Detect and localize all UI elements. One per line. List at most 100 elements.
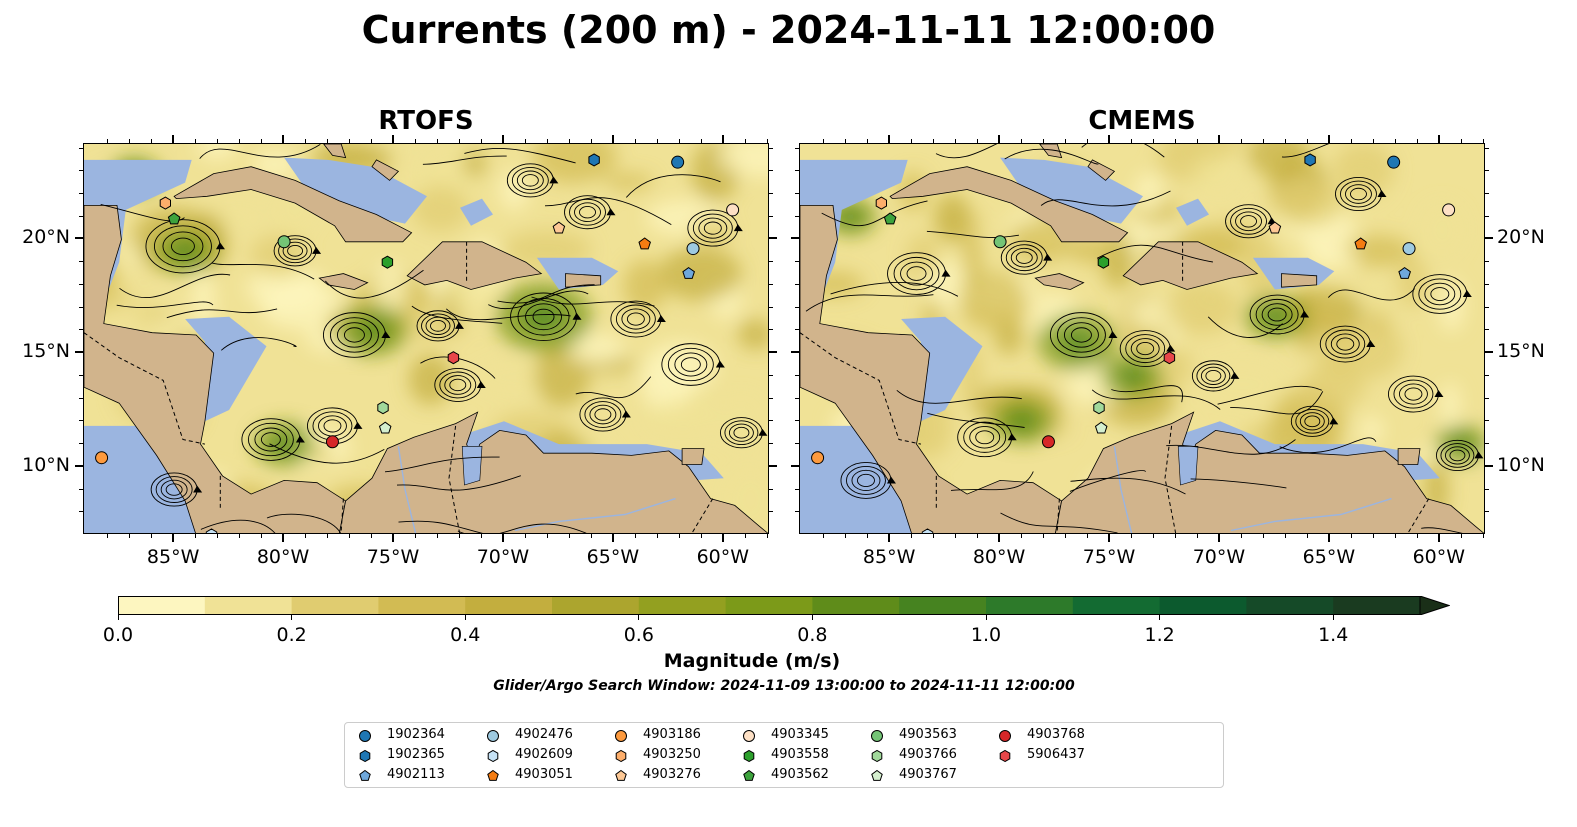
minor-tickmark	[795, 443, 799, 445]
lon-tickmark-top	[392, 135, 395, 143]
minor-tickmark	[700, 139, 702, 143]
lon-tick-label: 80°W	[972, 546, 1026, 568]
lat-tick-label-right: 10°N	[1497, 453, 1545, 476]
minor-tickmark	[769, 261, 773, 263]
legend-marker-icon	[871, 730, 883, 742]
colorbar-label: Magnitude (m/s)	[663, 650, 841, 672]
float-marker	[993, 235, 1007, 249]
minor-tickmark	[1043, 139, 1045, 143]
float-marker	[671, 155, 685, 169]
lon-tickmark-top	[282, 135, 285, 143]
minor-tickmark	[1372, 139, 1374, 143]
legend-marker-shape	[359, 730, 371, 742]
colorbar-segment	[725, 596, 813, 615]
colorbar-segment	[899, 596, 987, 615]
minor-tickmark	[1262, 534, 1264, 538]
legend-marker-shape	[743, 769, 755, 781]
minor-tickmark	[458, 534, 460, 538]
float-marker	[1398, 266, 1411, 279]
minor-tickmark	[1043, 534, 1045, 538]
lon-tickmark-bottom	[888, 534, 891, 542]
minor-tickmark	[79, 147, 83, 149]
colorbar-segment	[378, 596, 466, 615]
colorbar-tick-label: 0.6	[623, 624, 654, 646]
colorbar-tickmark	[985, 615, 987, 620]
panel-title-rtofs: RTOFS	[378, 106, 474, 136]
minor-tickmark	[480, 534, 482, 538]
minor-tickmark	[1196, 139, 1198, 143]
minor-tickmark	[436, 139, 438, 143]
lon-tick-label: 85°W	[862, 546, 916, 568]
map-canvas	[84, 144, 768, 533]
float-marker	[277, 235, 291, 249]
legend-marker-icon	[999, 730, 1011, 742]
minor-tickmark	[79, 443, 83, 445]
minor-tickmark	[1460, 534, 1462, 538]
lat-tick-label-right: 15°N	[1497, 340, 1545, 363]
minor-tickmark	[766, 534, 768, 538]
minor-tickmark	[700, 534, 702, 538]
legend-marker-icon	[359, 749, 371, 763]
minor-tickmark	[1485, 283, 1489, 285]
minor-tickmark	[823, 139, 825, 143]
minor-tickmark	[217, 534, 219, 538]
minor-tickmark	[546, 139, 548, 143]
colorbar-segment	[1159, 596, 1247, 615]
lon-tickmark-bottom	[1217, 534, 1220, 542]
lon-tickmark-bottom	[1437, 534, 1440, 542]
minor-tickmark	[195, 139, 197, 143]
legend-marker-shape	[615, 769, 627, 781]
minor-tickmark	[1240, 534, 1242, 538]
minor-tickmark	[769, 193, 773, 194]
panel-title-cmems: CMEMS	[1088, 106, 1196, 136]
float-marker	[159, 196, 171, 210]
lat-tickmark-left	[75, 351, 83, 354]
minor-tickmark	[568, 534, 570, 538]
minor-tickmark	[1394, 534, 1396, 538]
legend-marker-icon	[743, 769, 755, 781]
figure-title: Currents (200 m) - 2024-11-11 12:00:00	[361, 8, 1216, 52]
float-marker	[447, 351, 460, 365]
minor-tickmark	[151, 139, 153, 143]
minor-tickmark	[933, 139, 935, 143]
lon-tickmark-top	[172, 135, 175, 143]
minor-tickmark	[656, 534, 658, 538]
legend-marker-shape	[487, 730, 499, 742]
minor-tickmark	[415, 534, 416, 538]
minor-tickmark	[371, 534, 373, 538]
minor-tickmark	[261, 534, 263, 538]
minor-tickmark	[349, 139, 351, 143]
minor-tickmark	[845, 534, 847, 538]
minor-tickmark	[867, 534, 869, 538]
legend-marker-shape	[871, 769, 883, 781]
lon-tickmark-top	[501, 135, 504, 143]
minor-tickmark	[305, 139, 307, 143]
colorbar-segment	[465, 596, 553, 615]
minor-tickmark	[568, 139, 570, 143]
minor-tickmark	[129, 534, 131, 538]
minor-tickmark	[795, 283, 799, 285]
lon-tickmark-bottom	[1108, 534, 1111, 542]
minor-tickmark	[1240, 139, 1242, 143]
minor-tickmark	[1485, 147, 1489, 149]
float-marker	[1094, 421, 1108, 434]
minor-tickmark	[769, 488, 773, 490]
float-marker	[638, 237, 651, 250]
colorbar-tickmark	[117, 615, 119, 620]
lon-tickmark-bottom	[392, 534, 395, 542]
legend-marker-shape	[487, 749, 499, 763]
minor-tickmark	[1152, 139, 1154, 143]
minor-tickmark	[1485, 511, 1489, 513]
minor-tickmark	[1482, 534, 1484, 538]
float-marker	[1304, 153, 1316, 167]
minor-tickmark	[634, 534, 636, 538]
float-marker	[1163, 351, 1176, 365]
legend-label: 4903345	[771, 727, 829, 742]
minor-tickmark	[1196, 534, 1198, 538]
minor-tickmark	[795, 170, 799, 172]
minor-tickmark	[546, 534, 548, 538]
minor-tickmark	[1284, 534, 1286, 538]
minor-tickmark	[795, 306, 799, 308]
legend-marker-shape	[359, 749, 371, 763]
minor-tickmark	[1416, 139, 1418, 143]
